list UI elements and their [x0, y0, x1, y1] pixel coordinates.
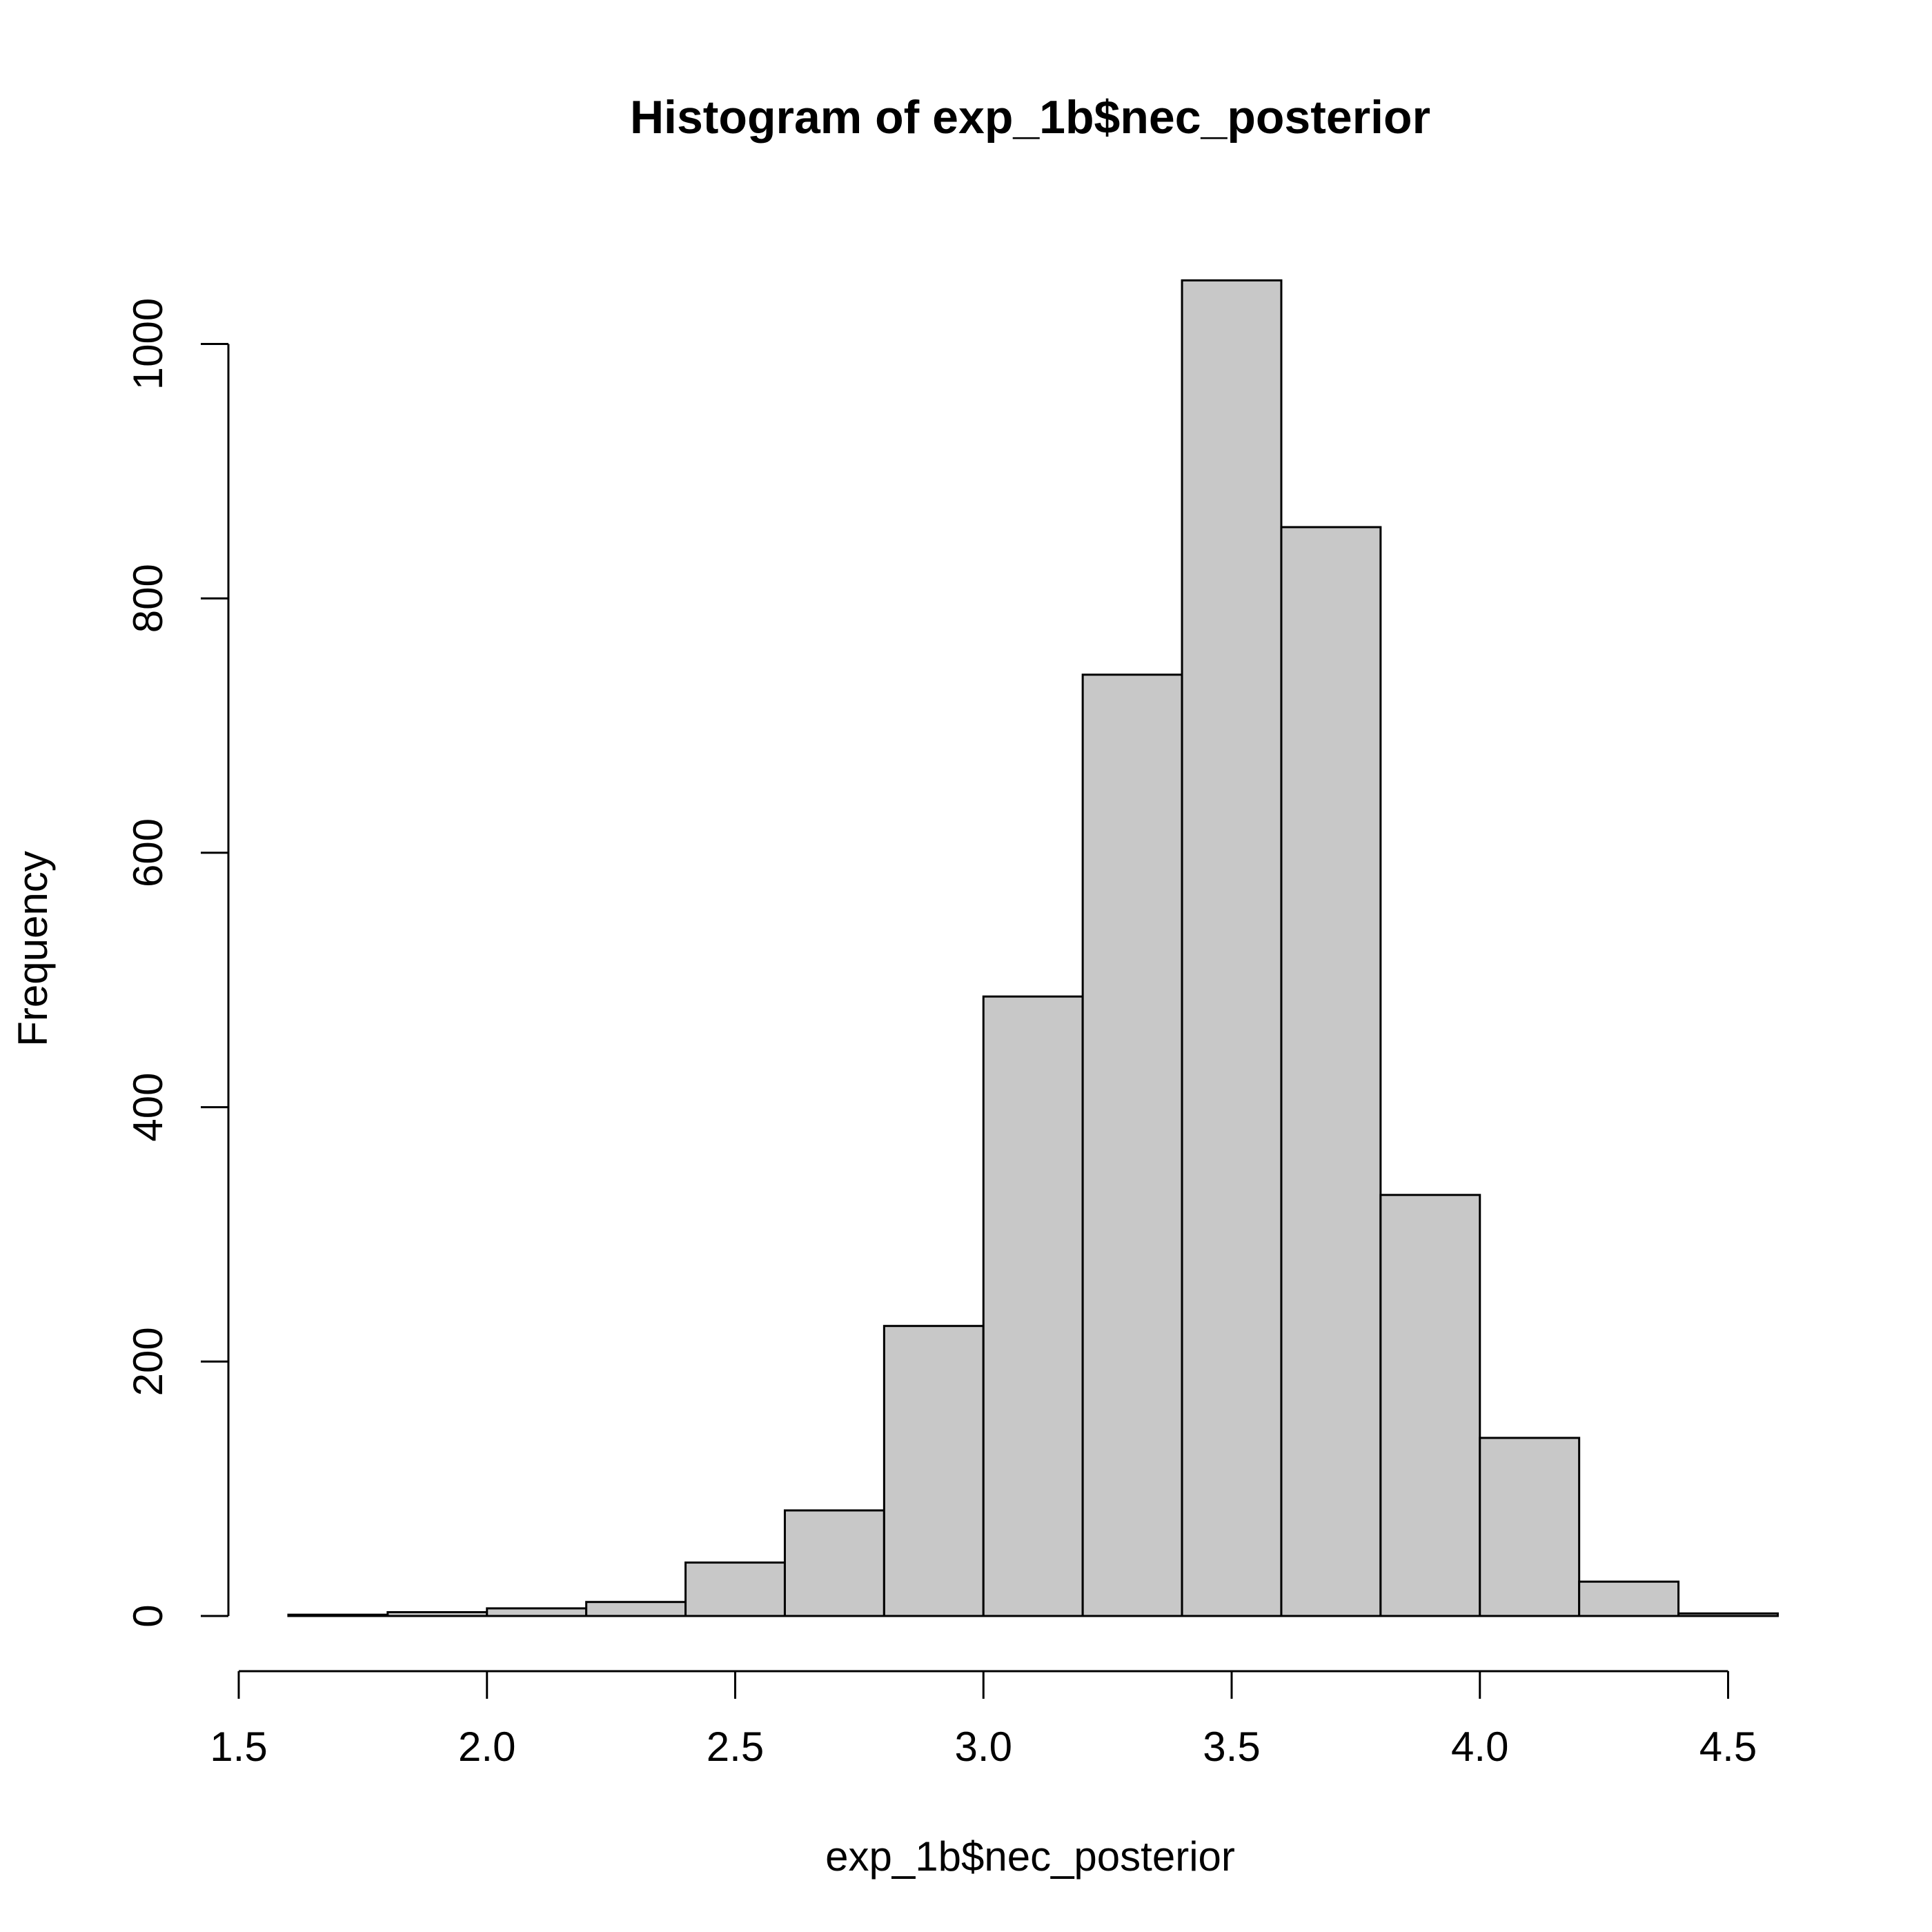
histogram-bar	[684, 1561, 786, 1617]
histogram-bar	[386, 1610, 489, 1617]
histogram-bar	[1677, 1612, 1779, 1617]
histogram-bar	[883, 1325, 985, 1617]
histogram-bar	[1578, 1580, 1680, 1617]
x-tick-label: 4.0	[1451, 1724, 1508, 1770]
x-tick-label: 2.0	[458, 1724, 515, 1770]
x-tick-label: 2.5	[707, 1724, 764, 1770]
x-axis-label: exp_1b$nec_posterior	[825, 1833, 1235, 1880]
histogram-bar	[982, 995, 1084, 1617]
y-tick-label: 400	[125, 1073, 171, 1142]
x-tick-label: 4.5	[1699, 1724, 1757, 1770]
x-tick-label: 3.5	[1203, 1724, 1260, 1770]
chart-title: Histogram of exp_1b$nec_posterior	[630, 91, 1430, 144]
x-axis: 1.5 2.0 2.5 3.0 3.5 4.0 4.5	[210, 1670, 1757, 1770]
y-axis-label: Frequency	[10, 851, 56, 1046]
y-tick-label: 200	[125, 1327, 171, 1396]
histogram-bar	[287, 1613, 389, 1617]
histogram-bar	[783, 1509, 885, 1617]
histogram-bar	[486, 1607, 588, 1617]
histogram-bars	[287, 279, 1779, 1617]
y-tick-label: 800	[125, 564, 171, 633]
histogram-bar	[1280, 526, 1382, 1617]
histogram-bar	[1379, 1194, 1481, 1617]
histogram-bar	[585, 1601, 687, 1617]
y-tick-label: 600	[125, 818, 171, 887]
histogram-bar	[1081, 673, 1183, 1617]
y-tick-label: 0	[125, 1604, 171, 1627]
x-tick-label: 3.0	[955, 1724, 1012, 1770]
y-axis: 0 200 400 600 800 1000	[125, 298, 230, 1628]
histogram-bar	[1181, 279, 1283, 1617]
y-tick-label: 1000	[125, 298, 171, 390]
x-tick-label: 1.5	[210, 1724, 267, 1770]
histogram-bar	[1479, 1437, 1581, 1617]
